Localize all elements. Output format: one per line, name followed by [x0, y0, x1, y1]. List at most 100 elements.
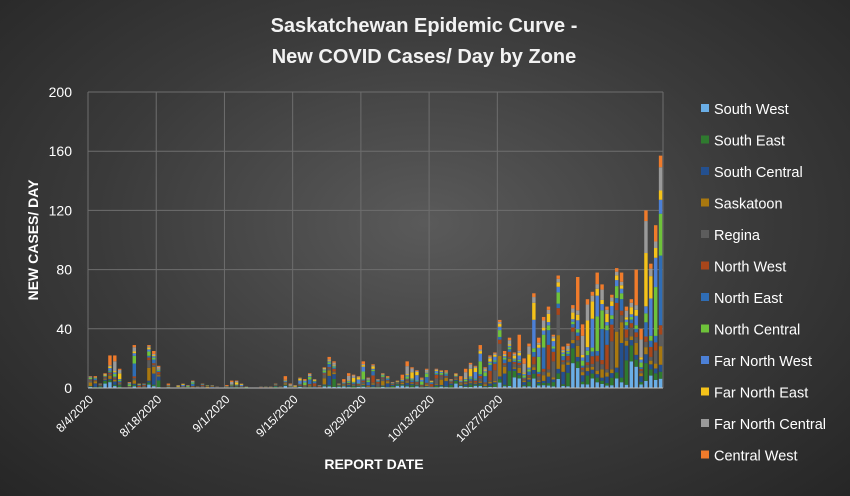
bar-segment	[600, 328, 604, 361]
bar-segment	[361, 384, 366, 385]
bar-segment	[517, 378, 521, 388]
bar-segment	[610, 324, 614, 342]
bar-segment	[600, 369, 604, 378]
bar-segment	[507, 347, 512, 350]
bar-segment	[639, 370, 643, 374]
bar-segment	[376, 381, 380, 382]
bar-segment	[415, 384, 419, 385]
bar-segment	[615, 331, 619, 368]
y-tick-label: 160	[49, 143, 73, 159]
bar-segment	[517, 350, 521, 353]
bar-segment	[576, 340, 580, 346]
bar-segment	[468, 386, 473, 388]
bar-segment	[200, 384, 205, 386]
bar-segment	[517, 355, 521, 360]
bar-segment	[507, 340, 512, 345]
bar-segment	[454, 374, 458, 376]
bar-segment	[113, 355, 117, 362]
bar-segment	[415, 384, 419, 386]
y-axis-label: NEW CASES/ DAY	[25, 179, 41, 301]
bar-segment	[117, 383, 122, 385]
bar-segment	[493, 360, 497, 362]
bar-segment	[624, 329, 629, 338]
bar-segment	[371, 366, 375, 369]
bar-segment	[424, 386, 429, 388]
bar-segment	[561, 346, 565, 350]
x-tick-label: 10/27/2020	[453, 392, 506, 445]
bar-segment	[108, 375, 112, 379]
bar-segment	[532, 373, 536, 379]
bar-segment	[181, 384, 185, 387]
bar-segment	[605, 376, 609, 384]
bar-segment	[537, 344, 541, 348]
bar-segment	[156, 366, 161, 369]
bar-segment	[152, 366, 156, 374]
bar-segment	[463, 384, 468, 387]
bar-segment	[551, 341, 556, 347]
bar-segment	[400, 378, 405, 380]
bar-segment	[103, 377, 107, 378]
bar-segment	[439, 370, 443, 371]
bar-segment	[332, 386, 336, 388]
bar-segment	[590, 295, 595, 302]
bar-segment	[483, 384, 487, 386]
bar-segment	[454, 380, 458, 381]
bar-segment	[434, 384, 439, 385]
bar-segment	[566, 386, 570, 388]
bar-segment	[366, 385, 370, 387]
bar-segment	[653, 363, 658, 369]
bar-segment	[556, 275, 560, 279]
bar-segment	[483, 372, 487, 377]
bar-segment	[346, 384, 351, 386]
bar-segment	[361, 361, 366, 365]
bar-segment	[493, 363, 497, 371]
bar-segment	[410, 384, 414, 386]
bar-segment	[580, 335, 585, 355]
bar-segment	[605, 369, 609, 373]
bar-segment	[493, 356, 497, 361]
bar-segment	[571, 308, 575, 313]
bar-segment	[400, 385, 405, 388]
bar-segment	[298, 378, 302, 381]
bar-segment	[152, 359, 156, 364]
bar-segment	[546, 309, 551, 314]
bar-segment	[537, 356, 541, 372]
bar-segment	[415, 382, 419, 384]
bar-segment	[644, 363, 648, 381]
bar-segment	[449, 379, 453, 381]
bar-segment	[308, 376, 312, 377]
bar-segment	[483, 376, 487, 383]
bar-segment	[98, 386, 102, 388]
bar-segment	[507, 349, 512, 352]
bar-segment	[541, 316, 546, 321]
bar-segment	[463, 382, 468, 384]
bar-segment	[356, 377, 361, 380]
bar-segment	[381, 375, 385, 377]
bar-segment	[113, 377, 117, 379]
bar-segment	[410, 382, 414, 384]
bar-segment	[634, 359, 638, 367]
bar-segment	[561, 349, 565, 352]
bar-segment	[610, 341, 614, 370]
bar-segment	[493, 380, 497, 383]
bar-segment	[619, 299, 624, 311]
bar-segment	[580, 354, 585, 358]
bar-segment	[488, 364, 492, 371]
bar-segment	[468, 384, 473, 387]
bar-segment	[537, 376, 541, 381]
bar-segment	[239, 384, 244, 385]
bar-segment	[381, 376, 385, 378]
bar-segment	[644, 306, 648, 314]
bar-segment	[551, 336, 556, 339]
bar-segment	[619, 315, 624, 323]
bar-segment	[93, 378, 98, 381]
bar-segment	[478, 353, 482, 362]
bar-segment	[234, 382, 239, 385]
bar-segment	[351, 386, 356, 388]
bar-segment	[576, 314, 580, 321]
bar-segment	[191, 383, 195, 387]
bar-segment	[527, 343, 531, 347]
bar-segment	[293, 385, 297, 386]
bar-segment	[117, 368, 122, 370]
bar-segment	[585, 375, 590, 385]
